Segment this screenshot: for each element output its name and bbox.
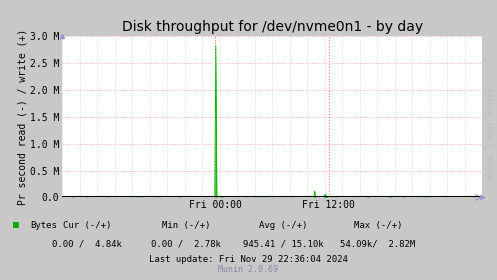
Text: 945.41 / 15.10k: 945.41 / 15.10k — [243, 239, 324, 248]
Text: Avg (-/+): Avg (-/+) — [259, 221, 308, 230]
Text: Last update: Fri Nov 29 22:36:04 2024: Last update: Fri Nov 29 22:36:04 2024 — [149, 255, 348, 263]
Text: 54.09k/  2.82M: 54.09k/ 2.82M — [340, 239, 415, 248]
Text: ■: ■ — [13, 220, 19, 230]
Text: Bytes: Bytes — [30, 221, 57, 230]
Text: Cur (-/+): Cur (-/+) — [63, 221, 111, 230]
Title: Disk throughput for /dev/nvme0n1 - by day: Disk throughput for /dev/nvme0n1 - by da… — [122, 20, 422, 34]
Text: Max (-/+): Max (-/+) — [353, 221, 402, 230]
Text: 0.00 /  4.84k: 0.00 / 4.84k — [52, 239, 122, 248]
Text: Min (-/+): Min (-/+) — [162, 221, 211, 230]
Y-axis label: Pr second read (-) / write (+): Pr second read (-) / write (+) — [17, 29, 27, 205]
Text: RRDTOOL / TOBI OETIKER: RRDTOOL / TOBI OETIKER — [489, 88, 495, 181]
Text: 0.00 /  2.78k: 0.00 / 2.78k — [152, 239, 221, 248]
Text: Munin 2.0.69: Munin 2.0.69 — [219, 265, 278, 274]
